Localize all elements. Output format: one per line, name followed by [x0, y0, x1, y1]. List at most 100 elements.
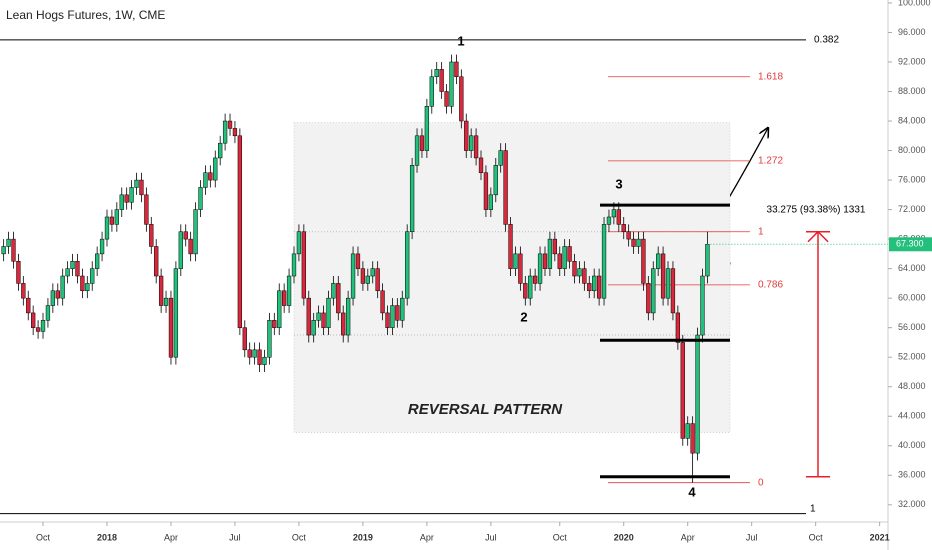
candle-body — [178, 231, 183, 269]
candle-body — [395, 305, 400, 321]
candle-body — [104, 216, 110, 240]
candle-body — [65, 268, 70, 277]
last-price-label: 67.300 — [896, 239, 924, 249]
x-tick-label: Apr — [420, 532, 434, 542]
fib-label: 0 — [758, 477, 764, 488]
candle-body — [454, 61, 459, 78]
candle-body — [272, 320, 277, 328]
candle-body — [286, 275, 292, 306]
candle-body — [252, 349, 257, 358]
candle-body — [227, 120, 233, 129]
candle-body — [375, 268, 380, 292]
candle-body — [316, 312, 321, 321]
candle-body — [380, 290, 385, 314]
x-tick-label: Jul — [746, 532, 758, 542]
x-tick-label: Jul — [229, 532, 241, 542]
candle-body — [656, 253, 661, 269]
y-tick-label: 40.000 — [898, 440, 926, 450]
candle-body — [665, 268, 671, 299]
candle-body — [582, 268, 587, 284]
candle-body — [114, 209, 119, 225]
x-tick-label: 2020 — [614, 532, 634, 542]
fib-label: 1.272 — [758, 156, 783, 167]
candle-body — [163, 297, 169, 306]
candle-body — [414, 135, 420, 166]
candle-body — [596, 275, 602, 299]
candle-body — [331, 283, 336, 299]
x-tick-label: Jul — [485, 532, 497, 542]
x-tick-label: 2019 — [353, 532, 373, 542]
candle-body — [345, 297, 351, 336]
candle-body — [60, 275, 65, 299]
candle-body — [183, 231, 188, 240]
x-tick-label: Oct — [292, 532, 307, 542]
candle-body — [94, 253, 100, 269]
candle-body — [203, 172, 208, 188]
x-tick-label: Oct — [809, 532, 824, 542]
y-tick-label: 92.000 — [898, 56, 926, 66]
candle-body — [424, 106, 430, 151]
candle-body — [99, 238, 105, 255]
candle-body — [360, 268, 366, 284]
candle-body — [85, 283, 90, 292]
candle-body — [277, 290, 282, 328]
candle-body — [542, 253, 548, 269]
x-tick-label: Oct — [36, 532, 51, 542]
candle-body — [680, 342, 685, 439]
candle-body — [601, 224, 607, 299]
fib-label: 1 — [758, 226, 764, 237]
candle-body — [562, 246, 567, 269]
candle-body — [439, 69, 444, 92]
candle-body — [577, 268, 582, 277]
chart-title: Lean Hogs Futures, 1W, CME — [6, 8, 165, 22]
candle-body — [355, 253, 361, 269]
candle-body — [262, 356, 267, 365]
y-tick-label: 32.000 — [898, 499, 926, 509]
y-tick-label: 80.000 — [898, 145, 926, 155]
candle-body — [695, 334, 700, 454]
candle-body — [326, 297, 331, 328]
candle-body — [350, 253, 356, 299]
candle-body — [158, 275, 164, 306]
candle-body — [311, 320, 316, 336]
candle-body — [670, 268, 676, 314]
candle-body — [11, 238, 16, 262]
y-tick-label: 88.000 — [898, 86, 926, 96]
candle-body — [296, 231, 302, 255]
pattern-point: 2 — [520, 309, 527, 324]
candle-body — [700, 275, 705, 336]
candle-body — [282, 290, 287, 306]
candle-body — [631, 238, 636, 247]
candle-body — [208, 172, 213, 181]
candle-body — [488, 194, 494, 210]
candle-body — [291, 253, 297, 277]
candle-body — [646, 283, 651, 314]
x-tick-label: Oct — [553, 532, 568, 542]
candle-body — [144, 194, 149, 225]
candle-body — [134, 179, 139, 188]
candle-body — [587, 283, 592, 292]
candle-body — [429, 76, 434, 107]
candle-body — [552, 238, 557, 255]
candle-body — [55, 290, 60, 299]
fib-label: 1.618 — [758, 71, 783, 82]
candle-body — [626, 231, 631, 240]
candle-body — [532, 275, 538, 284]
candle-body — [459, 76, 464, 122]
candle-body — [173, 268, 179, 358]
fib-label: 0.786 — [758, 280, 783, 291]
y-tick-label: 44.000 — [898, 411, 926, 421]
pattern-point: 4 — [688, 484, 696, 499]
candle-body — [1, 246, 6, 255]
candle-body — [306, 297, 311, 336]
y-tick-label: 36.000 — [898, 470, 926, 480]
candle-body — [365, 275, 370, 284]
candle-body — [6, 238, 11, 247]
candle-body — [651, 268, 656, 314]
y-tick-label: 64.000 — [898, 263, 926, 273]
candle-body — [675, 312, 681, 343]
pattern-point: 3 — [615, 176, 622, 191]
x-tick-label: Apr — [164, 532, 178, 542]
y-tick-label: 60.000 — [898, 293, 926, 303]
candle-body — [528, 275, 533, 299]
